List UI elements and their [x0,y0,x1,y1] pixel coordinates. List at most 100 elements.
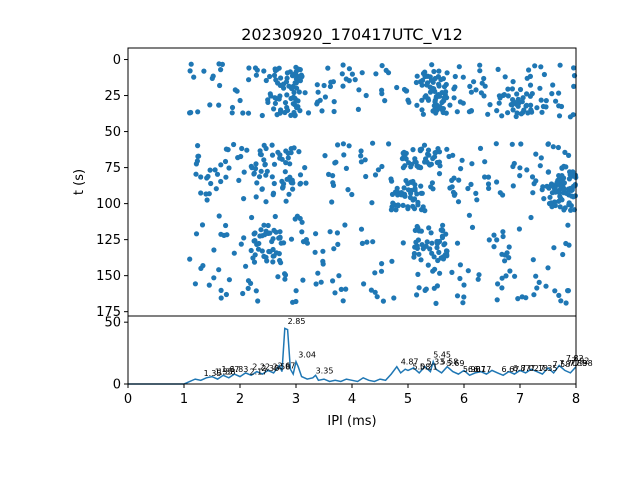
scatter-point [429,180,435,186]
scatter-point [322,94,328,100]
scatter-point [485,174,492,180]
scatter-point [343,286,349,292]
scatter-point [412,182,418,188]
scatter-point [437,270,443,276]
scatter-point [442,252,448,258]
scatter-point [331,108,337,115]
scatter-point [259,186,265,192]
peak-label: 7.88 [569,359,587,368]
scatter-point [231,250,237,256]
scatter-point [496,93,502,99]
scatter-point [318,279,324,285]
scatter-point [249,165,255,171]
scatter-point [499,285,505,291]
scatter-point [425,97,432,103]
scatter-point [238,241,244,247]
scatter-point [502,74,508,80]
scatter-point [359,240,365,246]
scatter-point [304,240,310,246]
scatter-point [319,108,325,114]
scatter-point [369,200,375,206]
scatter-point [284,92,290,98]
scatter-point [441,95,447,101]
scatter-point [300,239,307,245]
scatter-point [216,102,222,108]
scatter-point [450,189,457,195]
peak-label: 7.82 [566,354,584,363]
x-tick-label: 5 [404,392,412,407]
scatter-point [543,283,549,289]
scatter-point [288,236,295,242]
peak-label: 6.17 [474,365,492,374]
scatter-point [430,268,436,274]
scatter-point [378,268,385,274]
scatter-point [406,160,412,166]
scatter-point [418,257,424,263]
scatter-point [303,180,309,186]
scatter-point [468,108,474,114]
scatter-point [505,86,511,92]
scatter-point [259,112,265,119]
y-tick-label: 125 [96,233,121,248]
scatter-point [571,83,577,89]
scatter-point [320,248,326,254]
scatter-point [240,290,246,297]
scatter-point [414,223,420,230]
scatter-point [494,108,500,114]
scatter-point [425,147,432,153]
scatter-point [226,165,232,171]
scatter-point [528,214,534,221]
scatter-point [538,64,544,70]
scatter-point [275,274,281,280]
scatter-point [229,104,236,111]
scatter-point [517,86,524,93]
scatter-point [456,177,462,183]
scatter-point [312,249,318,255]
scatter-point [440,109,446,116]
scatter-point [293,80,299,86]
scatter-point [191,74,197,80]
scatter-point [530,257,536,263]
scatter-point [386,141,392,147]
scatter-point [382,98,388,104]
scatter-point [340,298,346,304]
scatter-point [388,176,394,182]
scatter-point [495,281,501,287]
scatter-point [332,290,338,296]
scatter-point [258,227,264,233]
scatter-point [400,202,406,208]
ipi-x-ticks: 0 1 2 3 4 5 6 7 8 [124,384,580,407]
scatter-point [401,185,407,191]
scatter-point [292,113,298,119]
scatter-point [346,143,352,149]
scatter-point [345,187,351,193]
scatter-point [468,89,474,95]
scatter-point [533,273,539,279]
scatter-point [269,174,275,180]
scatter-point [511,273,518,279]
scatter-point [195,143,201,149]
scatter-point [562,149,568,155]
scatter-point [391,295,397,301]
scatter-point [254,67,260,73]
scatter-point [541,71,548,78]
scatter-point [273,229,279,235]
scatter-point [525,110,531,116]
scatter-point [290,186,296,192]
scatter-point [199,222,206,228]
scatter-point [561,186,567,192]
scatter-point [452,84,458,90]
scatter-point [206,282,212,288]
scatter-point [327,229,333,235]
scatter-point [465,268,471,274]
scatter-point [278,75,284,81]
scatter-point [431,254,437,260]
scatter-point [362,157,368,163]
scatter-point [358,226,365,232]
scatter-point [505,93,511,99]
scatter-point [389,191,396,197]
scatter-point [198,174,204,180]
scatter-point [339,71,345,77]
scatter-point [538,155,544,161]
scatter-point [486,185,492,191]
